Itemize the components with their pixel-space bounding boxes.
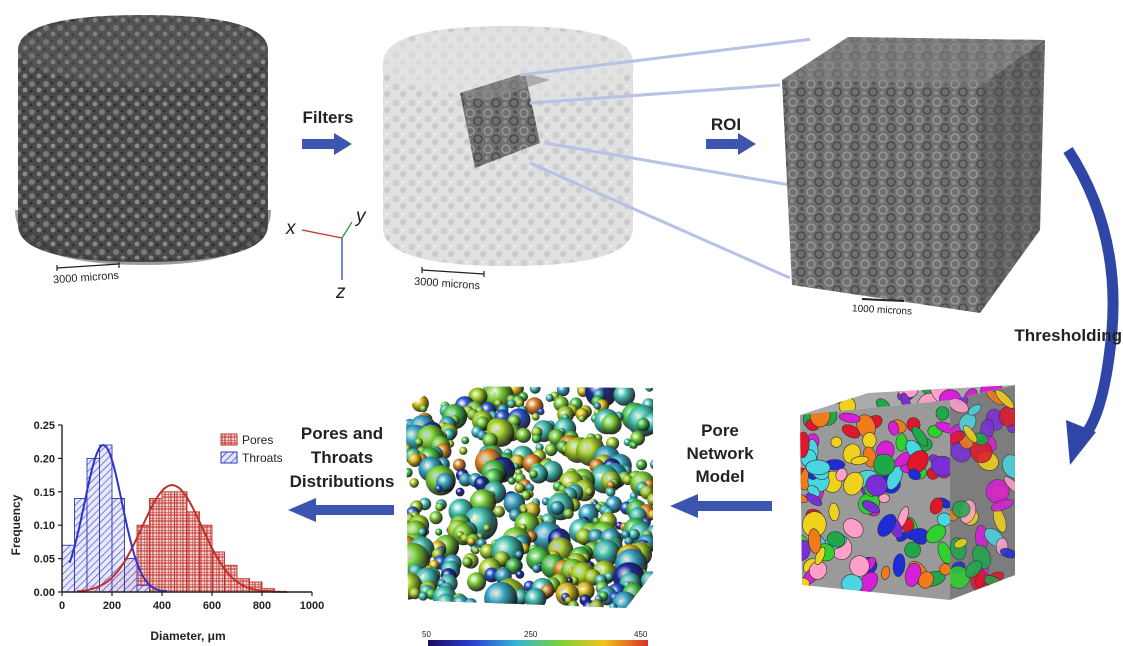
legend-throats-swatch <box>220 451 238 464</box>
pores-bar <box>224 564 238 593</box>
y-tick-label: 0.05 <box>34 554 55 566</box>
throats-fit-curve <box>68 443 168 593</box>
throats-bar <box>74 498 88 593</box>
x-tick-label: 800 <box>253 600 271 612</box>
legend-pores-label: Pores <box>242 433 273 447</box>
histogram-y-axis-title: Frequency <box>9 494 23 555</box>
pore-network-label-line2: Network <box>686 444 754 463</box>
colorbar-tick-mid: 250 <box>524 630 538 639</box>
colorbar-tick-low: 50 <box>422 630 431 639</box>
distributions-label-line2: Throats <box>310 448 374 467</box>
scalebar-raw-label: 3000 microns <box>52 269 120 287</box>
x-tick-label: 400 <box>153 600 171 612</box>
thresholded-cube-render <box>790 375 1020 605</box>
pore-network-label-line3: Model <box>695 467 745 486</box>
scalebar-roi-label: 1000 microns <box>851 303 913 318</box>
legend-pores-swatch <box>220 433 238 446</box>
x-tick-label: 0 <box>59 600 65 612</box>
axis-x-label: x <box>286 218 296 239</box>
scalebar-roi-line <box>861 298 905 302</box>
axes-triad <box>301 221 353 280</box>
roi-cube-render <box>782 37 1045 313</box>
histogram-x-axis-title: Diameter, μm <box>150 629 225 643</box>
distributions-label-line3: Distributions <box>289 472 395 491</box>
y-tick-label: 0.00 <box>34 587 55 599</box>
pores-bar <box>186 511 200 593</box>
throats-bar <box>99 444 113 593</box>
filters-arrow <box>302 133 352 155</box>
thresholding-arrow <box>1063 147 1119 465</box>
x-tick-label: 600 <box>203 600 221 612</box>
axis-z-label: z <box>336 282 346 303</box>
pores-bar <box>161 491 175 593</box>
x-tick-label: 1000 <box>300 600 324 612</box>
roi-label: ROI <box>710 115 742 134</box>
roi-arrow <box>706 133 756 155</box>
filters-label: Filters <box>302 108 354 127</box>
throats-bar <box>124 558 138 593</box>
thresholding-label: Thresholding <box>1014 326 1122 345</box>
throats-bar <box>136 584 150 593</box>
distributions-label-line1: Pores and <box>300 424 384 443</box>
pores-fit-curve <box>76 484 287 593</box>
colorbar-tick-high: 450 <box>634 630 648 639</box>
y-tick-label: 0.20 <box>34 453 55 465</box>
y-tick-label: 0.25 <box>34 420 55 432</box>
axis-y-label: y <box>356 206 366 227</box>
pore-network-arrow <box>670 494 772 518</box>
distributions-arrow <box>288 498 394 522</box>
x-tick-label: 200 <box>103 600 121 612</box>
y-tick-label: 0.15 <box>34 487 55 499</box>
scalebar-filtered-line <box>421 267 485 277</box>
diameter-histogram: 0 200 400 600 800 1000 0.00 0.05 0.10 0.15 0.20 0.2… <box>9 420 324 643</box>
colorbar <box>428 640 648 646</box>
pores-bar <box>149 498 163 593</box>
pores-bar <box>174 491 188 593</box>
scalebar-raw-line <box>56 262 120 271</box>
scalebar-filtered-label: 3000 microns <box>413 275 481 293</box>
pore-network-label-line1: Pore <box>701 421 739 440</box>
legend-throats-label: Throats <box>242 451 283 465</box>
y-tick-label: 0.10 <box>34 520 55 532</box>
roi-projection-lines <box>519 37 810 280</box>
filtered-sample-render <box>383 26 633 266</box>
histogram-legend: Pores Throats <box>220 433 283 465</box>
throats-bar <box>111 498 125 593</box>
pore-network-render <box>398 378 660 610</box>
raw-sample-render <box>15 15 271 266</box>
